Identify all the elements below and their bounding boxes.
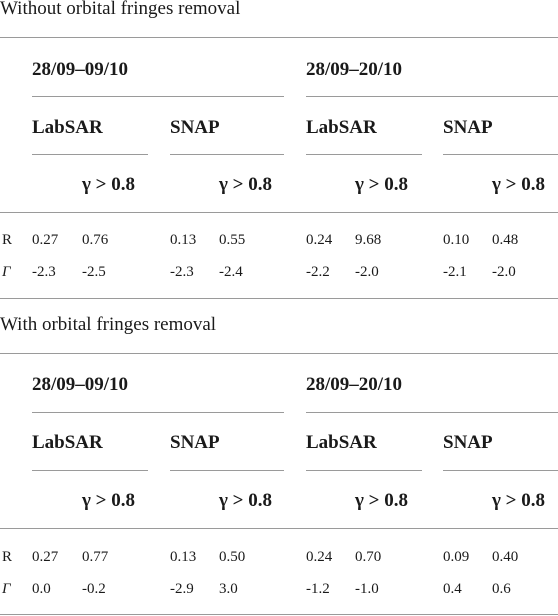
section-title: Without orbital fringes removal [0,0,241,19]
table-cell: 0.40 [492,549,519,565]
method-underline [306,154,422,155]
gamma-threshold-header: γ > 0.8 [355,490,408,511]
gamma-threshold-header: γ > 0.8 [219,490,272,511]
table-cell: 0.70 [355,549,382,565]
table-cell: -2.0 [355,264,379,280]
method-header: SNAP [170,432,220,453]
table-cell: 0.50 [219,549,246,565]
table-cell: 0.4 [443,581,462,597]
method-underline [170,470,284,471]
divider [0,37,558,38]
period-underline [306,412,558,413]
period-underline [32,96,284,97]
method-header: LabSAR [306,117,377,138]
row-label: R [2,549,13,565]
period-header: 28/09–20/10 [306,59,403,80]
period-header: 28/09–09/10 [32,374,129,395]
gamma-threshold-header: γ > 0.8 [492,174,545,195]
header-rule [0,212,558,213]
table-cell: -1.0 [355,581,379,597]
section-title: With orbital fringes removal [0,314,217,335]
gamma-threshold-header: γ > 0.8 [82,490,135,511]
row-label: R [2,232,13,248]
method-underline [32,154,148,155]
table-cell: -0.2 [82,581,106,597]
table-cell: 0.55 [219,232,246,248]
table-cell: 0.0 [32,581,51,597]
gamma-threshold-header: γ > 0.8 [219,174,272,195]
period-underline [306,96,558,97]
method-underline [443,470,558,471]
table-cell: 0.77 [82,549,109,565]
table-bottom-rule [0,614,558,615]
method-underline [170,154,284,155]
table-cell: -2.4 [219,264,243,280]
table-cell: -2.9 [170,581,194,597]
table-cell: 0.13 [170,232,197,248]
gamma-threshold-header: γ > 0.8 [82,174,135,195]
method-header: SNAP [443,432,493,453]
table-cell: 0.76 [82,232,109,248]
method-underline [306,470,422,471]
table-cell: 0.13 [170,549,197,565]
table-cell: 0.10 [443,232,470,248]
row-label: Γ [2,264,11,280]
table-cell: 0.48 [492,232,519,248]
method-header: SNAP [170,117,220,138]
period-underline [32,412,284,413]
row-label: Γ [2,581,11,597]
table-cell: 0.27 [32,549,59,565]
method-header: LabSAR [32,432,103,453]
method-header: LabSAR [32,117,103,138]
method-underline [443,154,558,155]
method-header: LabSAR [306,432,377,453]
gamma-threshold-header: γ > 0.8 [355,174,408,195]
table-cell: 0.27 [32,232,59,248]
table-cell: 0.09 [443,549,470,565]
table-cell: 0.6 [492,581,511,597]
method-header: SNAP [443,117,493,138]
table-cell: 9.68 [355,232,382,248]
table-cell: -2.3 [32,264,56,280]
table-cell: -1.2 [306,581,330,597]
header-rule [0,528,558,529]
table-cell: 0.24 [306,232,333,248]
table-cell: 0.24 [306,549,333,565]
gamma-threshold-header: γ > 0.8 [492,490,545,511]
method-underline [32,470,148,471]
table-cell: -2.2 [306,264,330,280]
divider [0,353,558,354]
table-cell: 3.0 [219,581,238,597]
table-cell: -2.3 [170,264,194,280]
table-cell: -2.0 [492,264,516,280]
period-header: 28/09–20/10 [306,374,403,395]
table-cell: -2.5 [82,264,106,280]
section-divider [0,298,558,299]
period-header: 28/09–09/10 [32,59,129,80]
table-cell: -2.1 [443,264,467,280]
